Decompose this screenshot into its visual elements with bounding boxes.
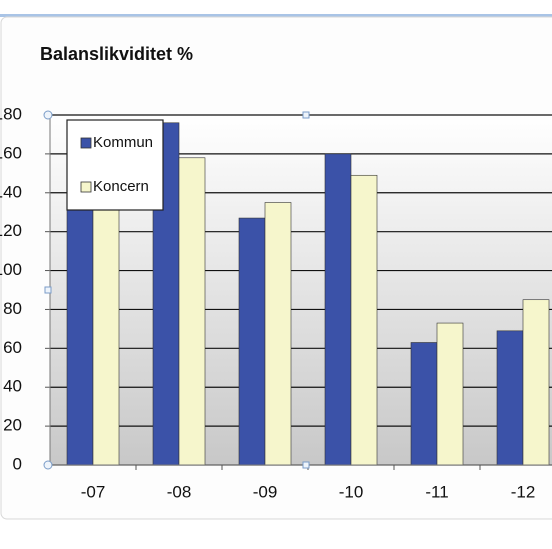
bar [238, 217, 266, 466]
selection-handle [44, 286, 52, 294]
bar [496, 330, 524, 466]
selection-handle [43, 460, 53, 470]
bar [324, 153, 352, 466]
y-tick-label: 100 [0, 260, 22, 279]
window-top-border [0, 14, 552, 17]
bar [264, 202, 292, 466]
chart-title: Balanslikviditet % [40, 44, 193, 64]
legend: Kommun Koncern [66, 119, 164, 211]
legend-label: Koncern [93, 178, 149, 195]
y-tick-label: 120 [0, 221, 22, 240]
legend-box [66, 119, 164, 211]
y-tick-label: 60 [3, 338, 22, 357]
legend-swatch [80, 137, 92, 149]
x-tick-label: -11 [425, 482, 448, 501]
x-tick-label: -07 [81, 482, 106, 501]
x-tick-label: -12 [511, 482, 536, 501]
selection-handle [302, 111, 310, 119]
x-tick-label: -09 [253, 482, 278, 501]
y-tick-label: 160 [0, 143, 22, 162]
y-tick-label: 140 [0, 182, 22, 201]
bar [350, 174, 378, 466]
selection-handle [43, 110, 53, 120]
bar [436, 322, 464, 466]
selection-handle [302, 461, 310, 469]
y-tick-label: 40 [3, 377, 22, 396]
bar [178, 157, 206, 466]
y-tick-label: 0 [13, 454, 22, 473]
y-tick-label: 180 [0, 104, 22, 123]
y-tick-label: 80 [3, 299, 22, 318]
legend-label: Kommun [93, 134, 153, 151]
bar [66, 192, 94, 466]
bars [66, 122, 550, 466]
y-tick-label: 20 [3, 416, 22, 435]
x-tick-label: -10 [339, 482, 364, 501]
x-tick-label: -08 [167, 482, 192, 501]
bar [410, 342, 438, 466]
bar [92, 202, 120, 466]
legend-swatch [80, 181, 92, 193]
bar [522, 299, 550, 466]
